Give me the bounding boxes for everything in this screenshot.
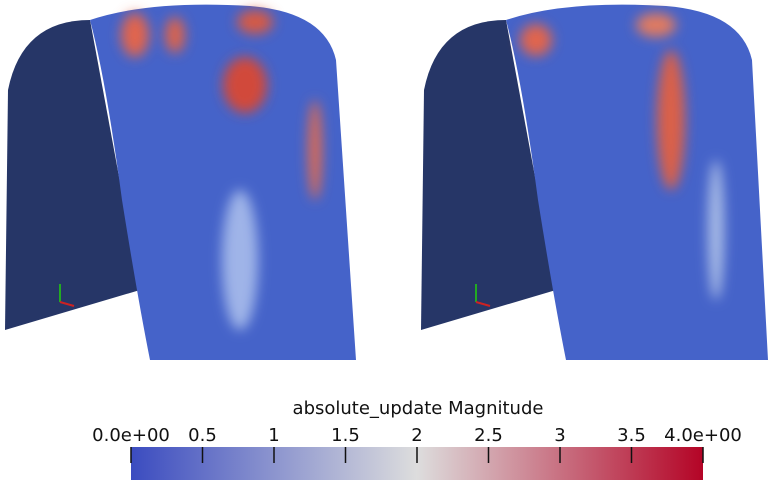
colorbar-tick-label: 3 (554, 425, 565, 446)
colorbar-tick-label: 2 (411, 425, 422, 446)
colorbar-title: absolute_update Magnitude (293, 398, 544, 419)
right-render (421, 5, 768, 360)
colorbar-tick-label: 2.5 (474, 425, 503, 446)
colorbar-tick-label: 0.0e+00 (92, 425, 170, 446)
colorbar-tick-label: 4.0e+00 (664, 425, 742, 446)
left-render (5, 5, 356, 360)
colorbar-tick-label: 1 (268, 425, 279, 446)
colorbar-tick-label: 1.5 (331, 425, 360, 446)
page: absolute_update Magnitude 0.0e+00 0.5 1 1.5… (0, 0, 768, 482)
colorbar-tick-label: 3.5 (617, 425, 646, 446)
colorbar-tick-label: 0.5 (188, 425, 217, 446)
